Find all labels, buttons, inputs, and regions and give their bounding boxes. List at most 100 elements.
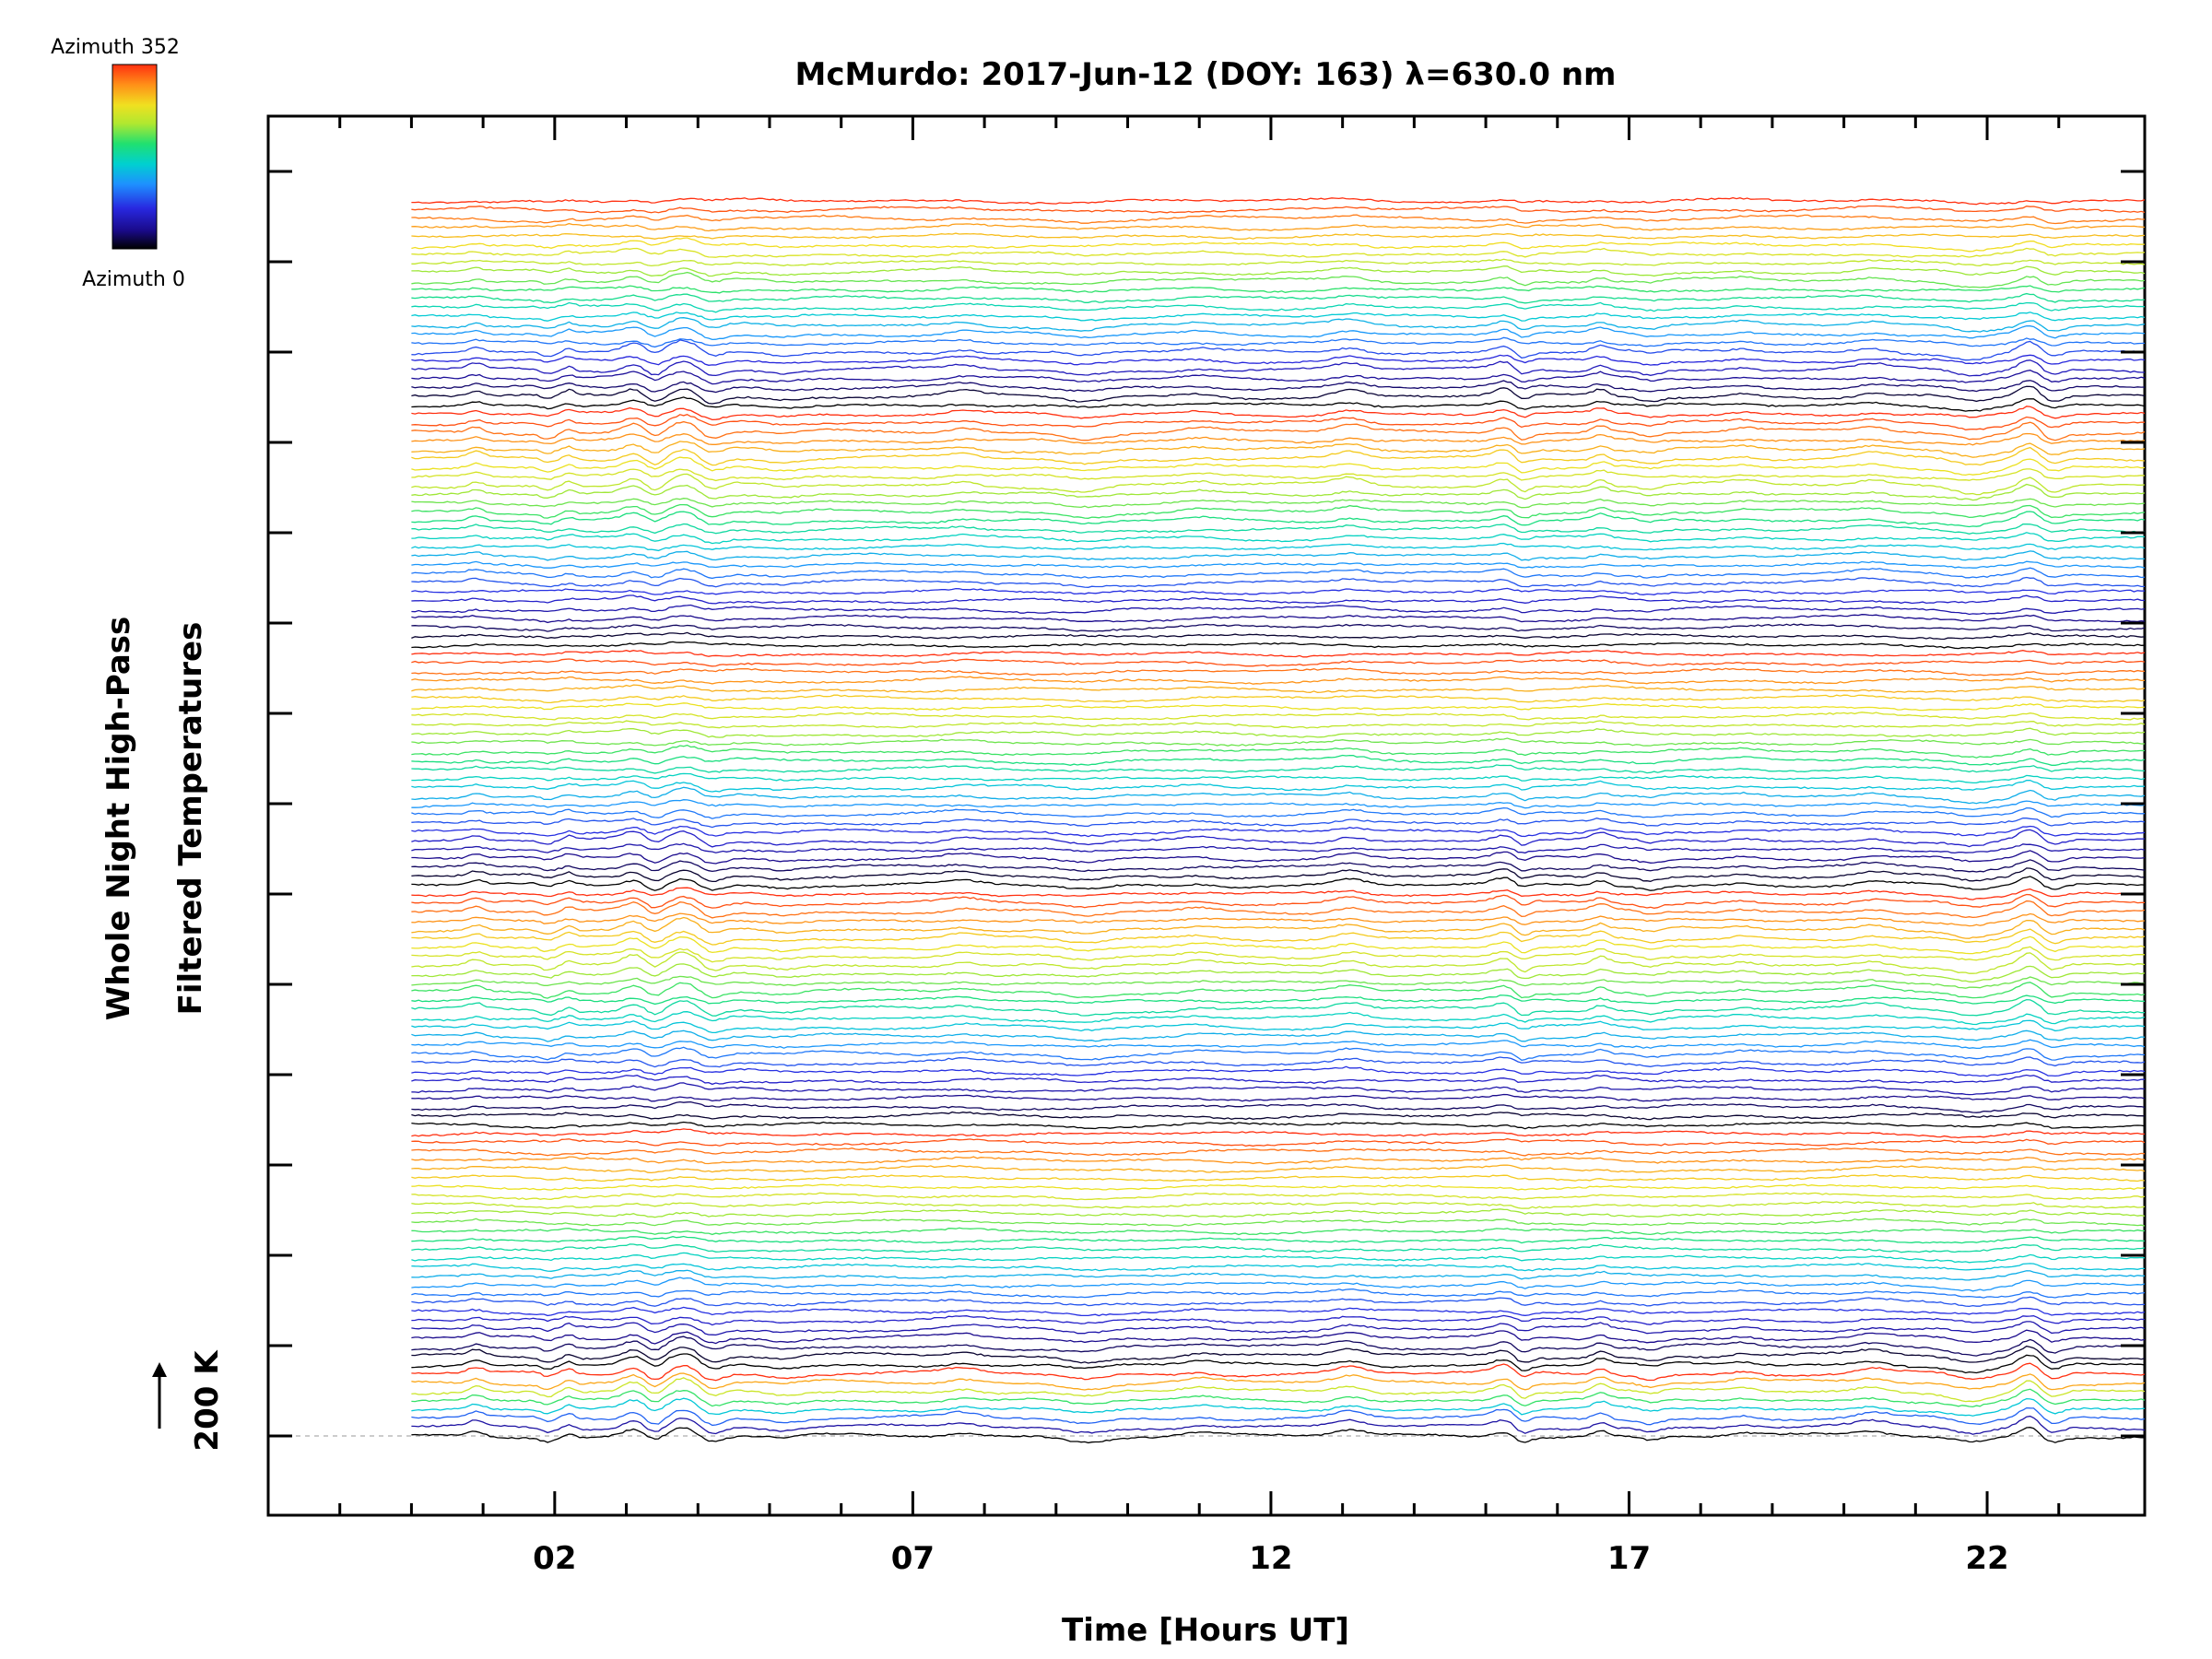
- temperature-trace: [411, 900, 2145, 919]
- temperature-trace: [411, 1065, 2145, 1077]
- temperature-trace: [411, 1046, 2145, 1061]
- colorbar-bottom-label: Azimuth 0: [82, 268, 185, 291]
- temperature-trace: [411, 1406, 2145, 1427]
- temperature-trace: [411, 380, 2145, 394]
- x-tick-label: 22: [1965, 1540, 2008, 1577]
- temperature-trace: [411, 893, 2145, 909]
- temperature-trace: [411, 829, 2145, 848]
- colorbar-top-label: Azimuth 352: [51, 36, 180, 59]
- temperature-trace: [411, 1156, 2145, 1165]
- temperature-trace: [411, 684, 2145, 693]
- temperature-trace: [411, 1314, 2145, 1326]
- temperature-trace: [411, 1388, 2145, 1408]
- temperature-trace: [411, 468, 2145, 482]
- temperature-trace: [411, 336, 2145, 348]
- temperature-trace: [411, 1208, 2145, 1218]
- temperature-trace: [411, 317, 2145, 333]
- temperature-trace: [411, 247, 2145, 258]
- temperature-trace: [411, 498, 2145, 509]
- temperature-trace: [411, 285, 2145, 294]
- temperature-trace: [411, 523, 2145, 535]
- y-axis-ticks: [268, 170, 2145, 1438]
- temperature-trace: [411, 935, 2145, 955]
- temperature-trace: [411, 1227, 2145, 1236]
- temperature-trace: [411, 912, 2145, 927]
- temperature-trace: [411, 232, 2145, 241]
- temperature-trace: [411, 867, 2145, 883]
- temperature-trace: [411, 339, 2145, 361]
- temperature-trace: [411, 876, 2145, 891]
- x-axis-ticks: 02 07 12 17 22: [338, 116, 2061, 1577]
- temperature-trace: [411, 764, 2145, 774]
- temperature-trace: [411, 650, 2145, 658]
- temperature-trace: [411, 456, 2145, 477]
- temperature-trace: [411, 1397, 2145, 1417]
- temperature-trace: [411, 1296, 2145, 1308]
- temperature-trace: [411, 806, 2145, 819]
- temperature-trace: [411, 799, 2145, 811]
- temperature-trace: [411, 1030, 2145, 1042]
- temperature-trace: [411, 744, 2145, 759]
- temperature-trace: [411, 1201, 2145, 1209]
- colorbar: Azimuth 352 Azimuth 0: [51, 36, 185, 291]
- x-tick-label: 07: [891, 1540, 935, 1577]
- temperature-trace: [411, 1269, 2145, 1281]
- temperature-trace: [411, 271, 2145, 288]
- temperature-trace: [411, 772, 2145, 784]
- chart-title: McMurdo: 2017-Jun-12 (DOY: 163) λ=630.0 …: [795, 56, 1617, 93]
- temperature-trace: [411, 1100, 2145, 1113]
- temperature-trace: [411, 641, 2145, 650]
- temperature-trace: [411, 560, 2145, 569]
- temperature-trace: [411, 859, 2145, 873]
- temperature-trace: [411, 1306, 2145, 1317]
- temperature-trace: [411, 1183, 2145, 1191]
- temperature-trace: [411, 1377, 2145, 1403]
- scale-label: 200 K: [189, 1349, 226, 1452]
- temperature-trace: [411, 658, 2145, 667]
- temperature-trace: [411, 1252, 2145, 1264]
- temperature-trace: [411, 631, 2145, 641]
- temperature-trace: [411, 1121, 2145, 1130]
- temperature-trace: [411, 473, 2145, 496]
- x-tick-label: 17: [1607, 1540, 1651, 1577]
- temperature-trace: [411, 842, 2145, 854]
- temperature-trace: [411, 420, 2145, 441]
- temperature-trace: [411, 702, 2145, 712]
- temperature-trace: [411, 1011, 2145, 1026]
- temperature-trace: [411, 727, 2145, 738]
- temperature-trace: [411, 982, 2145, 999]
- temperature-trace: [411, 1235, 2145, 1244]
- temperature-trace: [411, 720, 2145, 729]
- temperature-trace: [411, 196, 2145, 206]
- temperature-trace: [411, 1093, 2145, 1102]
- temperature-trace: [411, 396, 2145, 412]
- temperature-trace: [411, 667, 2145, 677]
- x-axis-label: Time [Hours UT]: [1062, 1612, 1349, 1649]
- temperature-trace: [411, 1415, 2145, 1435]
- temperature-trace: [411, 1372, 2145, 1391]
- temperature-trace: [411, 1288, 2145, 1299]
- temperature-trace: [411, 850, 2145, 865]
- temperature-trace: [411, 975, 2145, 989]
- temperature-trace: [411, 786, 2145, 805]
- temperature-trace: [411, 1164, 2145, 1174]
- temperature-trace: [411, 825, 2145, 838]
- temperature-trace: [411, 779, 2145, 793]
- temperature-trace: [411, 887, 2145, 900]
- temperature-trace: [411, 623, 2145, 632]
- y-axis-label-line1: Whole Night High-Pass: [100, 617, 137, 1021]
- temperature-trace: [411, 265, 2145, 277]
- temperature-trace: [411, 312, 2145, 322]
- scale-indicator: 200 K: [152, 1349, 226, 1452]
- temperature-trace: [411, 998, 2145, 1017]
- temperature-trace: [411, 1147, 2145, 1157]
- temperature-trace: [411, 1173, 2145, 1182]
- temperature-trace: [411, 994, 2145, 1006]
- temperature-trace: [411, 446, 2145, 466]
- x-tick-label: 12: [1249, 1540, 1292, 1577]
- temperature-trace: [411, 258, 2145, 267]
- temperature-trace: [411, 1137, 2145, 1147]
- temperature-trace: [411, 1243, 2145, 1253]
- colorbar-gradient: [112, 64, 158, 250]
- temperature-trace: [411, 1353, 2145, 1374]
